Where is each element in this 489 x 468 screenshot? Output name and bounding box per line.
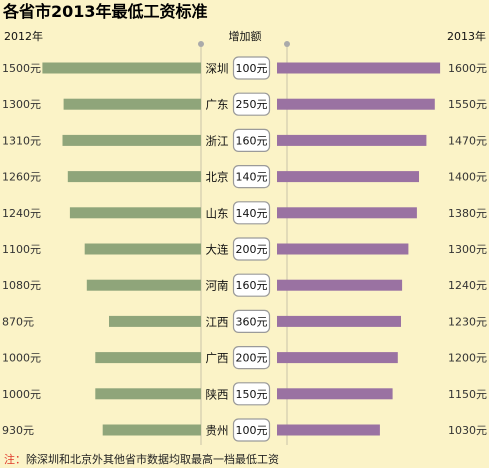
bar-2012 xyxy=(63,98,201,110)
increase-label: 250元 xyxy=(236,98,268,111)
increase-box xyxy=(232,165,271,189)
value-label-2013: 1200元 xyxy=(448,352,487,365)
bar-2012 xyxy=(69,207,202,219)
increase-label: 100元 xyxy=(236,424,268,437)
province-label: 广西 xyxy=(206,351,229,365)
province-label: 陕西 xyxy=(206,387,229,401)
bar-2013 xyxy=(277,98,435,110)
value-label-2012: 1500元 xyxy=(2,62,41,75)
increase-box xyxy=(232,382,271,406)
increase-box xyxy=(232,128,271,152)
value-label-2012: 1000元 xyxy=(2,352,41,365)
bar-2012 xyxy=(102,424,201,436)
value-label-2012: 1240元 xyxy=(2,207,41,220)
bar-2013 xyxy=(277,279,403,291)
increase-box xyxy=(232,237,271,261)
increase-label: 140元 xyxy=(236,207,268,220)
increase-box xyxy=(232,273,271,297)
bar-2012 xyxy=(84,243,201,255)
province-label: 深圳 xyxy=(206,62,229,76)
increase-label: 160元 xyxy=(236,134,268,147)
value-label-2013: 1470元 xyxy=(448,134,487,147)
increase-box xyxy=(232,56,271,80)
bar-2013 xyxy=(277,207,417,219)
increase-header: 增加额 xyxy=(229,29,262,43)
increase-box xyxy=(232,309,271,333)
province-label: 山东 xyxy=(206,206,229,220)
note-text: 除深圳和北京外其他省市数据均取最高一档最低工资 xyxy=(26,452,279,466)
province-label: 大连 xyxy=(206,243,229,257)
increase-label: 140元 xyxy=(236,171,268,184)
province-label: 江西 xyxy=(206,315,229,329)
bar-2013 xyxy=(277,243,409,255)
value-label-2013: 1550元 xyxy=(448,98,487,111)
increase-box xyxy=(232,92,271,116)
bar-2012 xyxy=(95,352,201,364)
value-label-2013: 1300元 xyxy=(448,243,487,256)
increase-box xyxy=(232,418,271,442)
bar-2012 xyxy=(42,62,202,74)
value-label-2012: 1100元 xyxy=(2,243,41,256)
guide-dot-right xyxy=(284,41,290,47)
chart-title: 各省市2013年最低工资标准 xyxy=(2,2,208,21)
province-label: 浙江 xyxy=(206,134,229,148)
value-label-2012: 1310元 xyxy=(2,134,41,147)
left-year-header: 2012年 xyxy=(4,29,43,43)
increase-box xyxy=(232,346,271,370)
bar-2012 xyxy=(67,171,201,183)
value-label-2012: 1260元 xyxy=(2,171,41,184)
right-year-header: 2013年 xyxy=(447,29,486,43)
value-label-2013: 1150元 xyxy=(448,388,487,401)
bar-2012 xyxy=(95,388,201,400)
chart-marks: 1500元 1600元 深圳 100元 1300元 1550元 广东 250元 1310元 147… xyxy=(2,41,487,445)
value-label-2012: 930元 xyxy=(2,424,34,437)
increase-label: 100元 xyxy=(236,62,268,75)
province-label: 广东 xyxy=(206,98,229,112)
value-label-2012: 1000元 xyxy=(2,388,41,401)
value-label-2013: 1600元 xyxy=(448,62,487,75)
value-label-2013: 1380元 xyxy=(448,207,487,220)
bar-2012 xyxy=(86,279,201,291)
increase-label: 150元 xyxy=(236,388,268,401)
bar-2012 xyxy=(62,134,201,146)
value-label-2013: 1030元 xyxy=(448,424,487,437)
increase-label: 200元 xyxy=(236,352,268,365)
increase-label: 160元 xyxy=(236,279,268,292)
value-label-2012: 1080元 xyxy=(2,279,41,292)
note-label: 注： xyxy=(4,452,26,466)
value-label-2013: 1230元 xyxy=(448,315,487,328)
bar-2013 xyxy=(277,352,398,364)
value-label-2013: 1400元 xyxy=(448,171,487,184)
increase-box xyxy=(232,201,271,225)
province-label: 河南 xyxy=(206,279,229,293)
value-label-2012: 870元 xyxy=(2,315,34,328)
bar-2013 xyxy=(277,388,393,400)
bar-2013 xyxy=(277,424,380,436)
province-label: 贵州 xyxy=(206,424,229,438)
value-label-2012: 1300元 xyxy=(2,98,41,111)
increase-label: 360元 xyxy=(236,315,268,328)
bar-2013 xyxy=(277,134,427,146)
value-label-2013: 1240元 xyxy=(448,279,487,292)
bar-2013 xyxy=(277,315,401,327)
bar-2013 xyxy=(277,62,441,74)
guide-dot-left xyxy=(198,41,204,47)
increase-label: 200元 xyxy=(236,243,268,256)
bar-2012 xyxy=(109,315,201,327)
bar-2013 xyxy=(277,171,419,183)
province-label: 北京 xyxy=(206,170,229,184)
